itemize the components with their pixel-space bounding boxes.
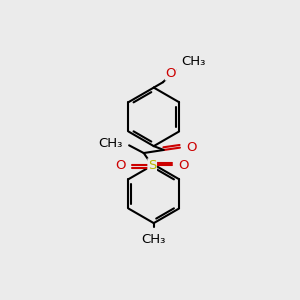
- Text: CH₃: CH₃: [99, 137, 123, 150]
- Text: O: O: [178, 159, 189, 172]
- Text: O: O: [116, 159, 126, 172]
- Text: CH₃: CH₃: [182, 55, 206, 68]
- Text: S: S: [148, 159, 156, 172]
- Text: O: O: [165, 67, 176, 80]
- Text: O: O: [186, 141, 196, 154]
- Text: CH₃: CH₃: [142, 233, 166, 246]
